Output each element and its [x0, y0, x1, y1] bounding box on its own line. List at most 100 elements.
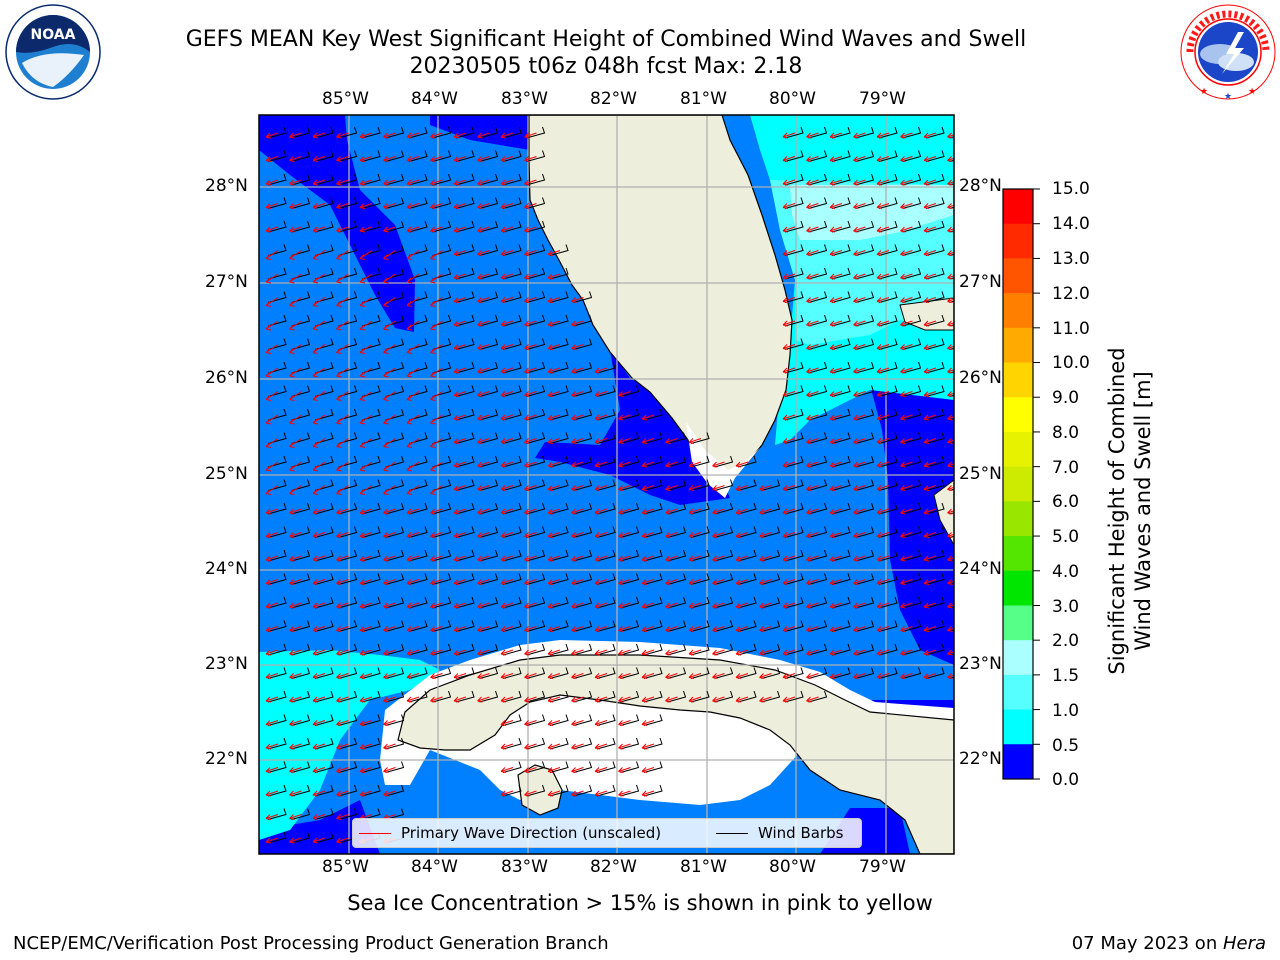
lat-tick-right-5: 24°N [959, 559, 1002, 579]
wave-direction-arrow [383, 414, 396, 425]
wind-barb [808, 197, 828, 209]
wave-direction-arrow [735, 532, 749, 538]
wind-barb [784, 479, 804, 491]
wind-barb [925, 455, 945, 468]
wind-barb [314, 361, 334, 374]
wind-barb [737, 643, 757, 656]
wave-direction-arrow [665, 532, 678, 538]
wave-direction-arrow [876, 250, 890, 256]
wind-barb [361, 479, 381, 491]
wave-direction-arrow [547, 273, 561, 280]
wind-barb [267, 150, 287, 162]
wave-direction-arrow [265, 132, 279, 139]
wave-direction-arrow [312, 790, 326, 797]
wave-direction-arrow [477, 391, 490, 397]
wind-barb [573, 667, 593, 679]
wind-barb [737, 667, 757, 679]
wave-direction-arrow [618, 391, 631, 397]
lat-tick-left-3: 26°N [205, 368, 248, 388]
wind-barb [643, 526, 663, 538]
wave-direction-arrow [829, 673, 843, 679]
wind-barb [549, 455, 569, 468]
wind-barb [667, 455, 687, 468]
wave-direction-arrow [853, 320, 866, 327]
wave-direction-arrow [312, 461, 326, 472]
sea-ice-note: Sea Ice Concentration > 15% is shown in … [347, 891, 933, 915]
wave-direction-arrow [712, 626, 725, 632]
wind-barb [408, 479, 428, 491]
wind-barb [291, 291, 311, 303]
wind-barb [878, 502, 898, 515]
wind-barb [902, 244, 922, 256]
wind-barb [902, 573, 922, 585]
wind-barb [714, 573, 734, 585]
wind-barb [620, 737, 640, 750]
wind-barb [667, 620, 687, 632]
wave-direction-arrow [829, 203, 843, 209]
wind-barb [338, 526, 358, 538]
wave-direction-arrow [406, 344, 420, 354]
wave-direction-arrow [712, 461, 725, 468]
wind-barb [855, 408, 875, 421]
wave-band-20-30 [790, 185, 954, 240]
colorbar-tick: 12.0 [1052, 284, 1090, 304]
wave-direction-arrow [500, 203, 514, 209]
wave-direction-arrow [524, 391, 537, 397]
wave-direction-arrow [806, 579, 819, 585]
wind-barb [549, 361, 569, 374]
wave-direction-arrow [829, 250, 843, 256]
wave-direction-arrow [782, 555, 796, 562]
wind-barb [784, 314, 804, 327]
wind-barb [455, 267, 475, 280]
wave-direction-arrow [265, 414, 279, 425]
wave-direction-arrow [594, 367, 608, 374]
wave-direction-arrow [312, 320, 326, 331]
wave-direction-arrow [524, 438, 537, 444]
wind-barb [291, 549, 311, 562]
wind-barb [385, 173, 405, 186]
colorbar-label-line2: Wind Waves and Swell [m] [1131, 371, 1155, 651]
wave-direction-arrow [477, 297, 490, 303]
wind-barb [267, 667, 287, 679]
andros-island [933, 479, 954, 547]
wind-barb [549, 667, 569, 679]
wind-barb [620, 667, 640, 679]
wind-barb [432, 479, 452, 491]
wind-barb [902, 385, 922, 397]
wave-direction-arrow [594, 438, 608, 444]
wave-direction-arrow [923, 226, 937, 233]
wind-barb [479, 479, 499, 491]
wave-direction-arrow [547, 673, 561, 679]
wave-direction-arrow [900, 414, 913, 421]
wave-direction-arrow [571, 344, 584, 350]
wave-direction-arrow [571, 320, 584, 327]
wave-direction-arrow [336, 414, 349, 425]
wave-direction-arrow [265, 344, 279, 354]
colorbar-block [1003, 223, 1033, 259]
wave-direction-arrow [900, 649, 913, 656]
wave-direction-arrow [712, 649, 725, 656]
wind-barb [549, 643, 569, 656]
wind-barb [831, 455, 851, 468]
wave-direction-arrow [336, 226, 349, 233]
wave-direction-arrow [712, 602, 725, 609]
wave-direction-arrow [477, 696, 490, 703]
wind-barb [667, 667, 687, 679]
wave-direction-arrow [829, 132, 843, 139]
wind-barb [455, 549, 475, 562]
wind-barb [479, 314, 499, 327]
wind-barb [455, 643, 475, 656]
wave-direction-arrow [289, 391, 302, 401]
wind-barb [291, 338, 311, 350]
wind-barb [408, 197, 428, 209]
wind-barb [925, 197, 945, 209]
wind-barb [667, 502, 687, 515]
wind-barb [808, 596, 828, 609]
wave-direction-arrow [571, 461, 584, 468]
wind-barb [573, 502, 593, 515]
wave-direction-arrow [265, 790, 279, 797]
wave-direction-arrow [900, 344, 913, 350]
wind-barb [361, 126, 381, 139]
wave-direction-arrow [312, 132, 326, 139]
wave-direction-arrow [594, 508, 608, 515]
